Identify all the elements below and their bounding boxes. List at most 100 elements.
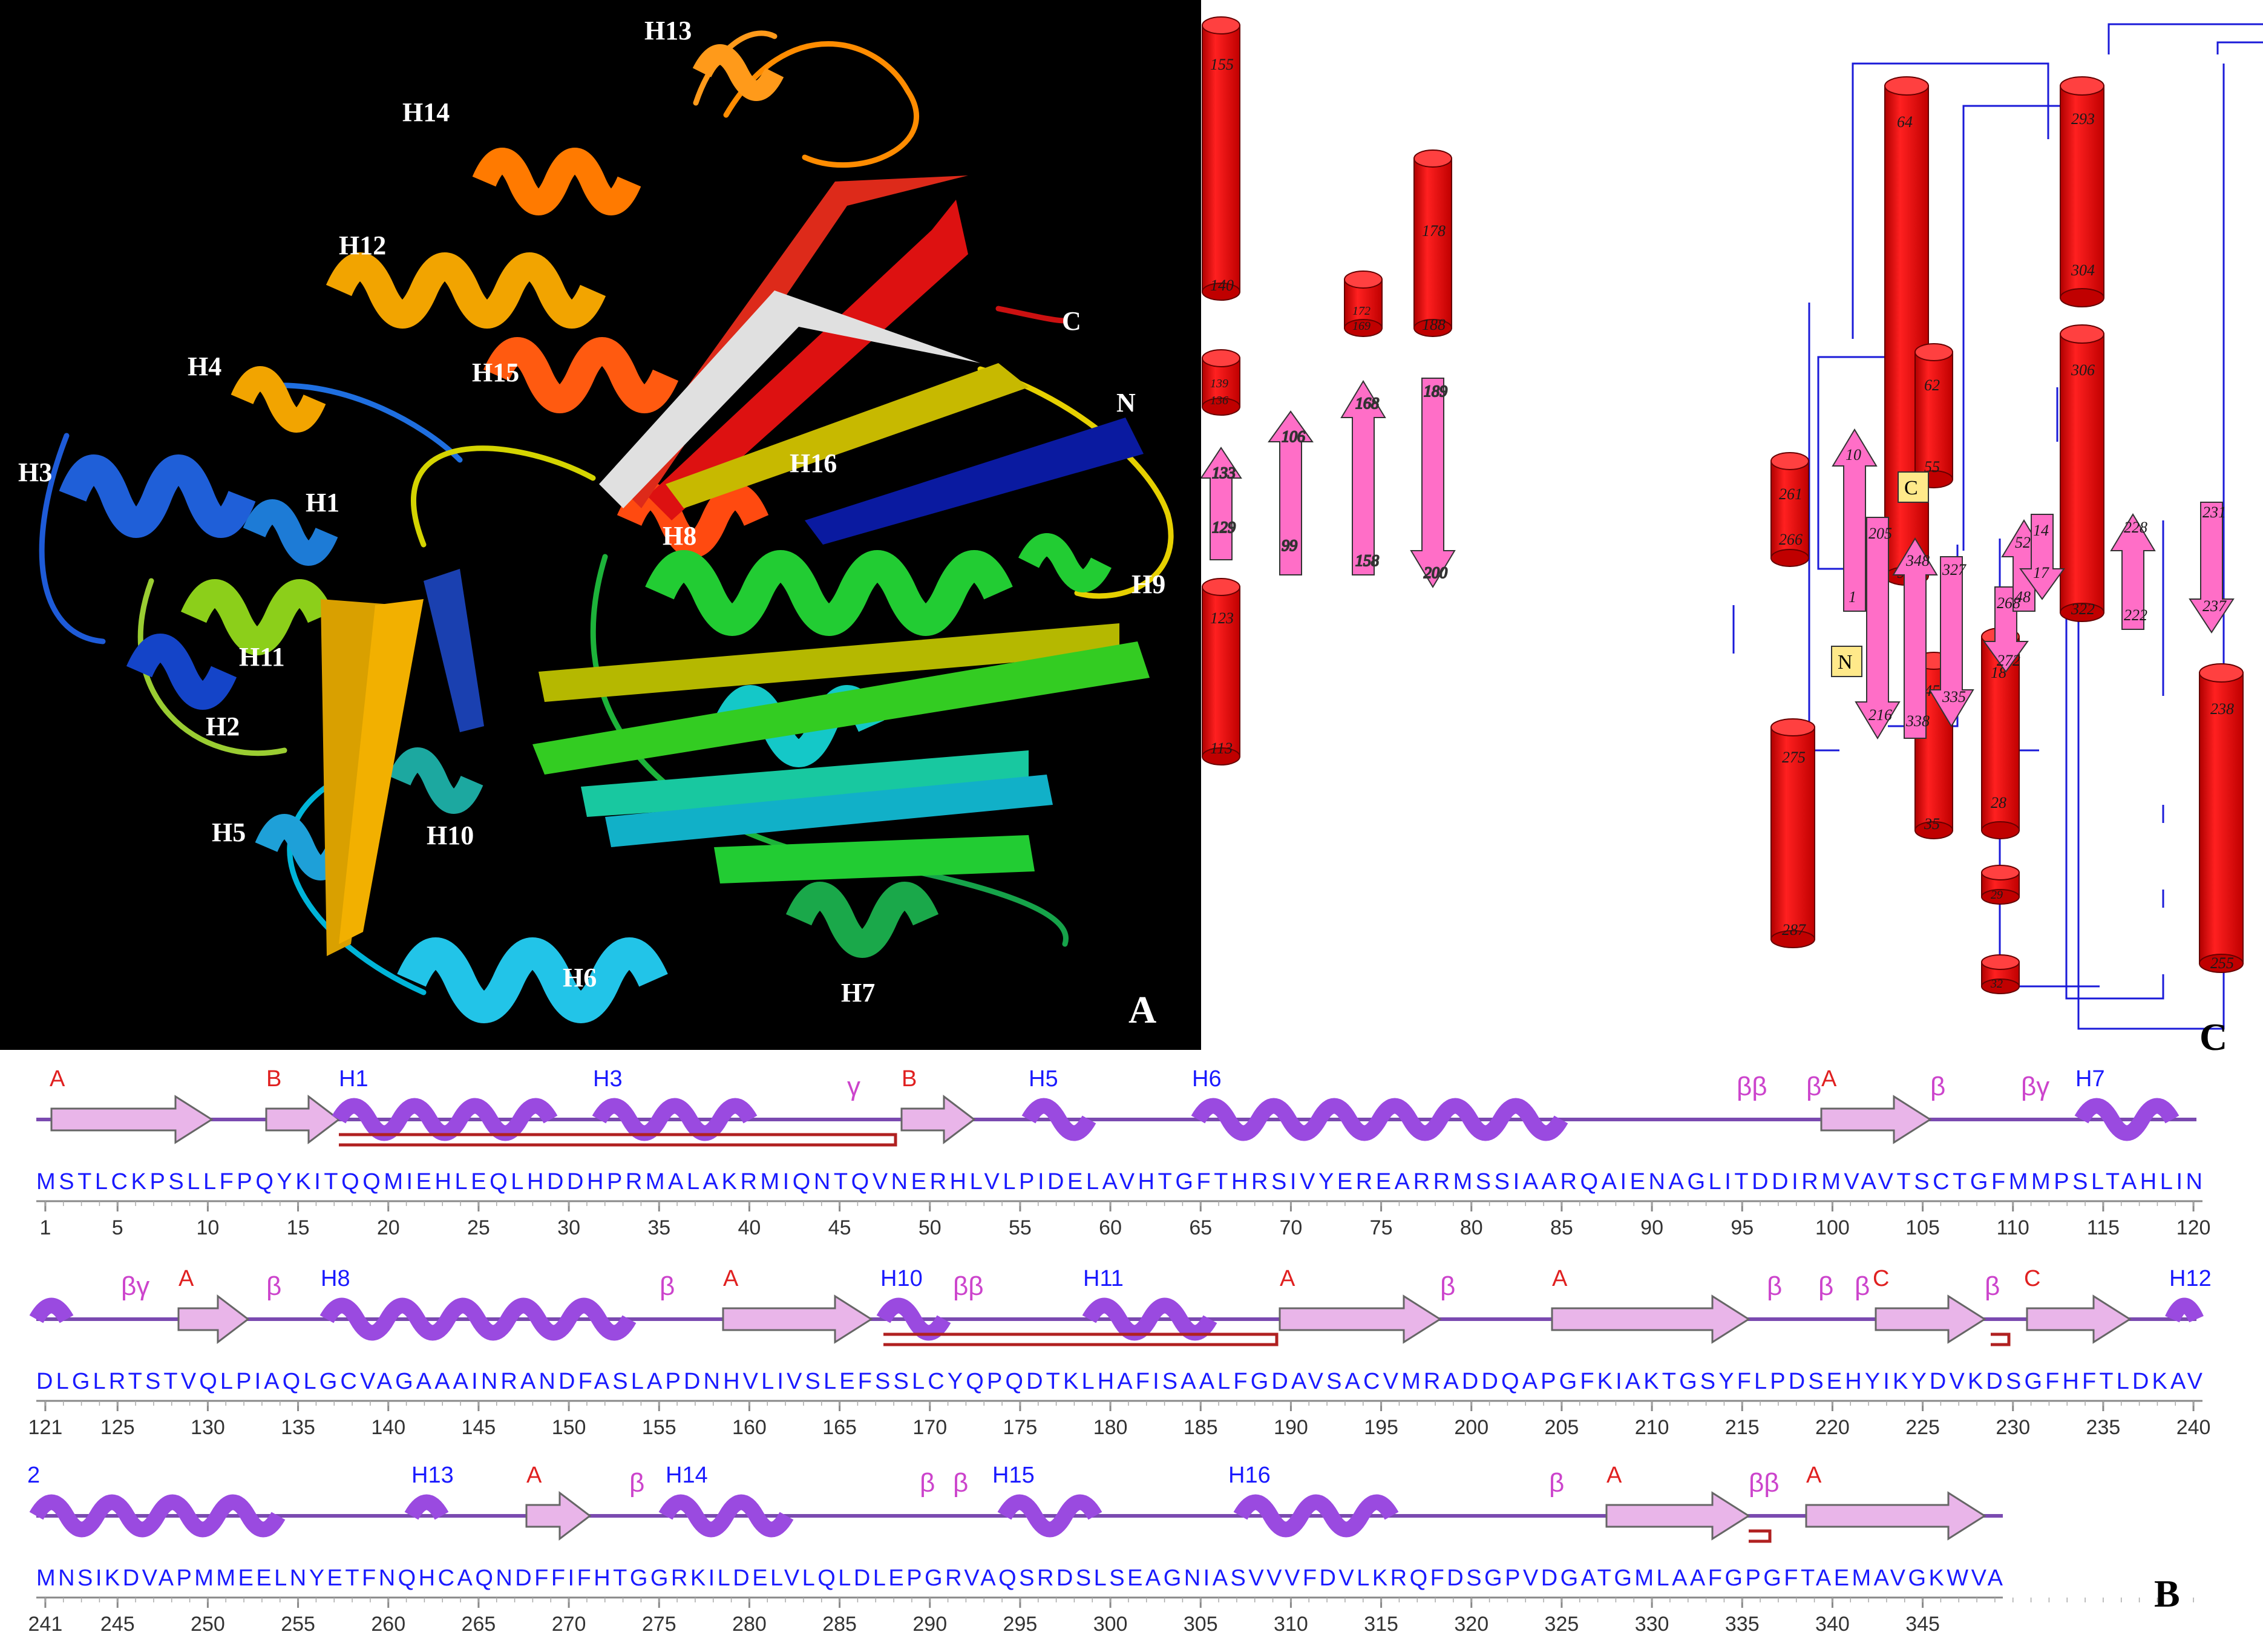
ruler-tick-label: 125 — [100, 1416, 135, 1439]
row1-annot-10: A — [1821, 1066, 1837, 1092]
row1-annot-3: H3 — [593, 1066, 623, 1092]
row3-annot-9: β — [1549, 1468, 1564, 1498]
strand-106-99: 106 99 — [1268, 410, 1314, 575]
ruler-tick-label: 160 — [732, 1416, 767, 1439]
strand-327-335 — [1928, 556, 1974, 727]
ruler-tick-label: 305 — [1184, 1613, 1218, 1636]
row1-ruler-ticks: 1 5 10 15 20 25 30 35 40 45 50 55 60 65 70 75 80 85 90 95 10… — [39, 1201, 2210, 1239]
helix-155-140-end: 140 — [1210, 277, 1234, 294]
ruler-tick-label: 75 — [1370, 1216, 1393, 1239]
helix-29-label: 29 — [1991, 888, 2003, 902]
strand-189-200-start: 189 — [1424, 382, 1447, 400]
strand-348-338-end: 338 — [1905, 712, 1930, 730]
row2-annot-10: β — [1440, 1271, 1455, 1301]
strand-205-216-end: 216 — [1868, 706, 1892, 724]
row1-annot-13: H7 — [2075, 1066, 2105, 1092]
ruler-tick-label: 180 — [1093, 1416, 1128, 1439]
helix-261-266-end: 266 — [1779, 531, 1803, 548]
row2-annot-1: A — [178, 1266, 194, 1291]
row3-strands — [525, 1490, 1986, 1541]
ruler-tick-label: 325 — [1545, 1613, 1579, 1636]
strand-189-200-end: 200 — [1424, 564, 1447, 582]
helix-h8 — [645, 550, 1013, 636]
helix-306-322-start: 306 — [2071, 361, 2095, 379]
helix-62-55: 62 55 — [1914, 343, 1953, 488]
ruler-tick-label: 241 — [28, 1613, 63, 1636]
ruler-tick-label: 220 — [1815, 1416, 1850, 1439]
row3-annot-1: H13 — [411, 1463, 454, 1488]
row1-annot-1: B — [266, 1066, 281, 1092]
strand-228-222 — [2110, 513, 2156, 630]
helix-cylinders: 155 140 139 136 123 113 172 — [1202, 16, 2244, 994]
ruler-tick-label: 175 — [1003, 1416, 1038, 1439]
strand-168-158-start: 168 — [1355, 395, 1379, 412]
row3-annot-8: H16 — [1228, 1463, 1271, 1488]
row3-annot-6: β — [953, 1468, 968, 1498]
ruler-tick-label: 140 — [371, 1416, 405, 1439]
helices — [59, 44, 1112, 1023]
row3-annot-7: H15 — [992, 1463, 1035, 1488]
panel-b-sequence-map: A B H1 H3 γ B H5 H6 ββ β A β βγ H7 MSTLC… — [0, 1053, 2263, 1652]
helix-h1 — [243, 499, 338, 566]
helix-64-92-start: 64 — [1897, 113, 1913, 131]
label-h1: H1 — [306, 488, 339, 517]
helix-45-35-end: 35 — [1924, 815, 1940, 833]
helix-238-255-start: 238 — [2210, 700, 2234, 718]
row3-annot-11: ββ — [1749, 1468, 1780, 1498]
panel-c-label: C — [2199, 1015, 2227, 1058]
strand-327-335-end: 335 — [1942, 688, 1966, 706]
ruler-tick-label: 70 — [1280, 1216, 1303, 1239]
row2-annot-18: H12 — [2169, 1266, 2212, 1291]
row2-annot-6: H10 — [880, 1266, 923, 1291]
row3-hairpin — [1749, 1529, 1772, 1543]
label-h13: H13 — [644, 16, 692, 45]
ruler-tick-label: 155 — [642, 1416, 676, 1439]
helix-238-255-end: 255 — [2210, 954, 2234, 972]
label-h3: H3 — [18, 457, 52, 487]
strand-205-216 — [1855, 517, 1901, 739]
ruler-tick-label: 245 — [100, 1613, 135, 1636]
row3-helices — [29, 1494, 1399, 1538]
panel-c-topology-diagram: 155 140 139 136 123 113 172 — [1201, 0, 2263, 1065]
row2-ruler-ticks: 121 125 130 135 140 145 150 155 160 165 170 175 180 1… — [28, 1401, 2211, 1439]
helix-293-304-start: 293 — [2071, 110, 2095, 128]
sequence-map-drawing: A B H1 H3 γ B H5 H6 ββ β A β βγ H7 MSTLC… — [27, 1066, 2212, 1636]
row1-annot-2: H1 — [339, 1066, 368, 1092]
row2-annot-12: β — [1767, 1271, 1782, 1301]
row2-helices — [29, 1297, 2204, 1341]
ruler-tick-label: 275 — [642, 1613, 676, 1636]
strand-133-129: 133 129 — [1201, 447, 1242, 560]
helix-h14 — [472, 148, 641, 215]
row1-annot-7: H6 — [1192, 1066, 1222, 1092]
label-h8: H8 — [663, 521, 696, 551]
strand-228-222-end: 222 — [2124, 606, 2147, 624]
topology-drawing: 155 140 139 136 123 113 172 — [1201, 16, 2263, 1058]
ruler-tick-label: 200 — [1454, 1416, 1488, 1439]
row2-strands — [177, 1294, 2132, 1345]
row1-annot-11: β — [1930, 1072, 1945, 1101]
ruler-tick-label: 330 — [1635, 1613, 1669, 1636]
row1-annot-12: βγ — [2021, 1072, 2049, 1101]
svg-text:N: N — [1838, 651, 1853, 674]
ruler-tick-label: 295 — [1003, 1613, 1038, 1636]
row1-annot-8: ββ — [1737, 1072, 1767, 1101]
ruler-tick-label: 25 — [467, 1216, 490, 1239]
helix-123-113: 123 113 — [1202, 578, 1240, 765]
row1-sequence: MSTLCKPSLLFPQYKITQQMIEHLEQLHDDHPRMALAKRM… — [36, 1169, 2202, 1195]
row3-annot-5: β — [920, 1468, 935, 1498]
strand-268-272-start: 268 — [1997, 594, 2020, 612]
ruler-tick-label: 265 — [462, 1613, 496, 1636]
ruler-tick-label: 240 — [2176, 1416, 2211, 1439]
helix-29: 29 — [1981, 865, 2020, 905]
strand-168-158-end: 158 — [1355, 552, 1379, 569]
helix-293-304-end: 304 — [2071, 261, 2095, 279]
ruler-tick-label: 210 — [1635, 1416, 1669, 1439]
helix-275-287: 275 287 — [1770, 718, 1815, 948]
helix-62-55-start: 62 — [1924, 376, 1940, 394]
label-h2: H2 — [206, 712, 240, 741]
ruler-tick-label: 345 — [1905, 1613, 1940, 1636]
row3-annot-3: β — [629, 1468, 644, 1498]
ruler-tick-label: 105 — [1905, 1216, 1940, 1239]
helix-261-266-start: 261 — [1779, 485, 1803, 503]
panel-a-label: A — [1128, 988, 1156, 1031]
